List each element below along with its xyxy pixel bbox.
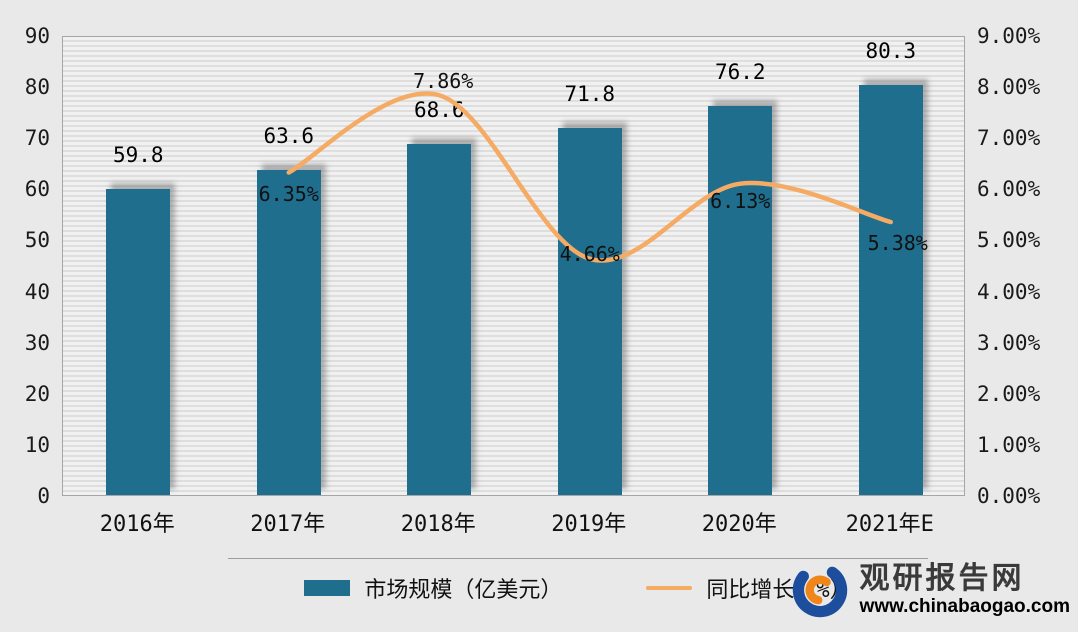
branding-text: 观研报告网 www.chinabaogao.com — [860, 562, 1070, 618]
line-value-label: 5.38% — [867, 231, 928, 256]
bar-2021年E — [858, 84, 923, 495]
bar-value-label: 80.3 — [865, 38, 917, 63]
bar-value-label: 71.8 — [564, 82, 616, 107]
y-axis-left-tick: 0 — [37, 484, 50, 508]
bar-2017年 — [256, 169, 321, 495]
logo-swirl-icon — [792, 562, 847, 618]
y-axis-right-tick: 6.00% — [977, 177, 1041, 202]
x-axis-label: 2019年 — [551, 512, 627, 537]
branding: 观研报告网 www.chinabaogao.com — [790, 560, 1070, 620]
legend-bar-label: 市场规模（亿美元） — [364, 578, 563, 603]
growth-line — [286, 91, 893, 263]
bar-value-label: 63.6 — [263, 123, 315, 148]
line-series-swatch — [646, 586, 693, 590]
y-axis-left-tick: 90 — [24, 24, 50, 48]
line-value-label: 4.66% — [559, 241, 620, 266]
y-axis-right-tick: 0.00% — [977, 484, 1041, 508]
y-axis-right-tick: 7.00% — [977, 126, 1041, 151]
bar-value-label: 59.8 — [112, 143, 164, 168]
x-axis-label: 2017年 — [250, 512, 326, 537]
y-axis-left-tick: 60 — [24, 177, 50, 202]
x-axis-label: 2020年 — [701, 512, 777, 537]
bar-series-swatch — [304, 580, 351, 596]
x-axis-label: 2021年E — [845, 512, 934, 537]
y-axis-right: 0.00% 1.00% 2.00% 3.00% 4.00% 5.00% 6.00% 7.00%… — [971, 24, 1077, 508]
bar-value-label: 76.2 — [714, 59, 766, 84]
y-axis-right-tick: 2.00% — [977, 381, 1041, 406]
site-url: www.chinabaogao.com — [859, 596, 1070, 618]
legend: 市场规模（亿美元） 同比增长（%） — [228, 558, 928, 604]
y-axis-left-tick: 70 — [24, 126, 50, 151]
x-axis-label: 2016年 — [99, 512, 175, 537]
line-value-label: 6.35% — [258, 182, 319, 207]
bar-2018年 — [407, 144, 472, 495]
y-axis-left: 0 10 20 30 40 50 60 70 80 90 — [0, 24, 56, 508]
y-axis-right-tick: 3.00% — [977, 330, 1041, 355]
legend-item-line: 同比增长（%） — [646, 572, 852, 604]
y-axis-left-tick: 10 — [24, 432, 50, 457]
bar-value-label: 68.6 — [413, 98, 465, 123]
x-axis: 2016年 2017年 2018年 2019年 2020年 2021年E — [62, 506, 965, 542]
y-axis-right-tick: 1.00% — [977, 432, 1041, 457]
bar-2016年 — [106, 189, 171, 495]
y-axis-right-tick: 4.00% — [977, 279, 1041, 304]
y-axis-left-tick: 20 — [24, 381, 50, 406]
legend-item-bar: 市场规模（亿美元） — [304, 572, 562, 604]
line-value-label: 7.86% — [413, 69, 474, 94]
y-axis-left-tick: 30 — [24, 330, 50, 355]
line-value-label: 6.13% — [710, 188, 771, 213]
x-axis-label: 2018年 — [400, 512, 476, 537]
y-axis-right-tick: 9.00% — [977, 24, 1041, 48]
bar-2020年 — [708, 105, 773, 495]
bar-2019年 — [557, 128, 622, 495]
y-axis-right-tick: 8.00% — [977, 75, 1041, 100]
y-axis-left-tick: 80 — [24, 75, 50, 100]
y-axis-left-tick: 40 — [24, 279, 50, 304]
site-name: 观研报告网 — [859, 561, 1025, 595]
plot-area: 59.8 63.6 68.6 71.8 76.2 80.3 6.35% 7.86% 4.66% 6… — [62, 36, 965, 496]
y-axis-left-tick: 50 — [24, 228, 50, 253]
y-axis-right-tick: 5.00% — [977, 228, 1041, 253]
